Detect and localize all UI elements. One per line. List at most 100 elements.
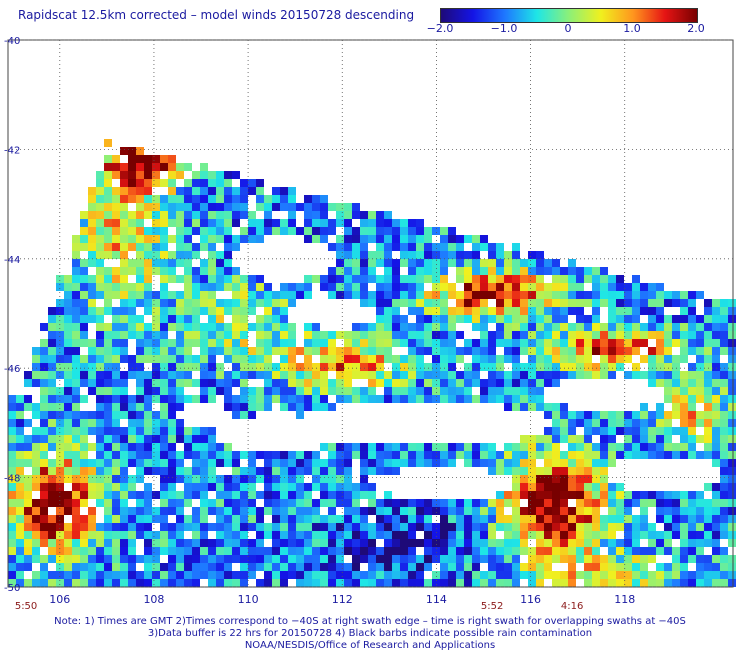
wind-cell [680, 315, 688, 323]
wind-cell [528, 451, 536, 459]
wind-cell [424, 307, 432, 315]
wind-cell [304, 371, 312, 379]
wind-cell [400, 443, 408, 451]
wind-cell [696, 555, 704, 563]
wind-cell [224, 251, 232, 259]
wind-cell [192, 283, 200, 291]
wind-cell [224, 459, 232, 467]
wind-cell [176, 243, 184, 251]
wind-cell [664, 547, 672, 555]
wind-cell [136, 451, 144, 459]
wind-cell [56, 363, 64, 371]
wind-cell [464, 579, 472, 587]
wind-cell [152, 307, 160, 315]
wind-cell [216, 267, 224, 275]
wind-cell [200, 203, 208, 211]
wind-cell [560, 427, 568, 435]
wind-cell [216, 259, 224, 267]
wind-cell [664, 331, 672, 339]
wind-cell [88, 491, 96, 499]
lat-tick-label: -50 [4, 583, 20, 594]
wind-cell [256, 515, 264, 523]
wind-cell [424, 563, 432, 571]
wind-cell [496, 315, 504, 323]
wind-cell [328, 515, 336, 523]
wind-cell [440, 331, 448, 339]
wind-cell [328, 539, 336, 547]
wind-cell [240, 475, 248, 483]
wind-cell [600, 531, 608, 539]
wind-cell [608, 323, 616, 331]
wind-cell [456, 331, 464, 339]
wind-cell [624, 451, 632, 459]
wind-cell [560, 339, 568, 347]
wind-cell [440, 363, 448, 371]
wind-cell [64, 395, 72, 403]
wind-cell [376, 299, 384, 307]
wind-cell [464, 291, 472, 299]
wind-cell [152, 515, 160, 523]
wind-cell [720, 435, 728, 443]
wind-cell [88, 467, 96, 475]
wind-cell [224, 547, 232, 555]
wind-cell [528, 267, 536, 275]
wind-cell [712, 579, 720, 587]
wind-cell [304, 323, 312, 331]
wind-cell [48, 443, 56, 451]
wind-cell [400, 331, 408, 339]
wind-cell [424, 339, 432, 347]
wind-cell [368, 259, 376, 267]
wind-cell [640, 371, 648, 379]
wind-cell [616, 579, 624, 587]
wind-cell [544, 307, 552, 315]
wind-cell [152, 579, 160, 587]
wind-cell [240, 211, 248, 219]
wind-cell [616, 419, 624, 427]
wind-cell [128, 459, 136, 467]
wind-cell [632, 419, 640, 427]
wind-cell [584, 507, 592, 515]
wind-cell [360, 539, 368, 547]
wind-cell [264, 299, 272, 307]
wind-cell [344, 451, 352, 459]
wind-cell [136, 515, 144, 523]
wind-cell [440, 515, 448, 523]
wind-cell [520, 459, 528, 467]
wind-cell [712, 331, 720, 339]
wind-cell [248, 411, 256, 419]
wind-cell [192, 275, 200, 283]
wind-cell [680, 323, 688, 331]
wind-cell [80, 219, 88, 227]
wind-cell [208, 379, 216, 387]
wind-cell [728, 323, 736, 331]
wind-cell [344, 251, 352, 259]
wind-cell [728, 531, 736, 539]
wind-cell [376, 291, 384, 299]
wind-cell [448, 259, 456, 267]
wind-cell [568, 339, 576, 347]
wind-cell [240, 371, 248, 379]
wind-cell [384, 547, 392, 555]
wind-cell [432, 283, 440, 291]
wind-cell [256, 283, 264, 291]
wind-cell [424, 555, 432, 563]
wind-cell [232, 531, 240, 539]
wind-cell [40, 451, 48, 459]
wind-cell [224, 507, 232, 515]
wind-cell [392, 571, 400, 579]
wind-cell [320, 275, 328, 283]
wind-cell [536, 267, 544, 275]
wind-cell [120, 579, 128, 587]
wind-cell [312, 387, 320, 395]
wind-cell [160, 259, 168, 267]
wind-cell [696, 291, 704, 299]
wind-cell [440, 579, 448, 587]
wind-cell [688, 507, 696, 515]
wind-cell [576, 491, 584, 499]
wind-cell [616, 491, 624, 499]
wind-cell [352, 483, 360, 491]
wind-cell [560, 291, 568, 299]
wind-cell [160, 523, 168, 531]
wind-cell [176, 475, 184, 483]
wind-cell [656, 451, 664, 459]
